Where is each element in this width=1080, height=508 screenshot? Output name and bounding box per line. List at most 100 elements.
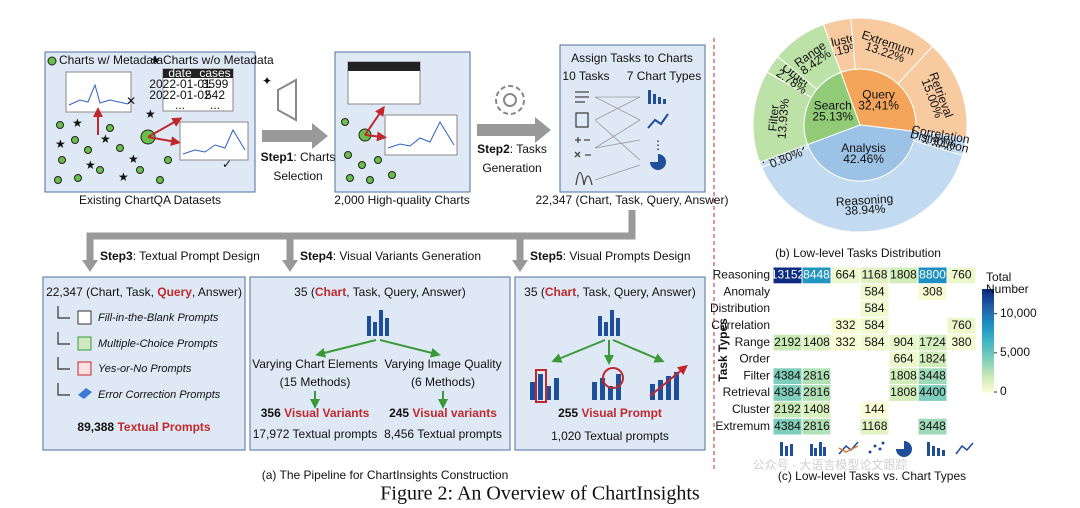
arrow: [147, 136, 181, 147]
cell-label: 3448: [919, 419, 946, 433]
colorbar-segment: [982, 373, 994, 378]
cell-label: 2816: [803, 385, 830, 399]
branch-prompts: 8,456 Textual prompts: [384, 427, 502, 441]
legend-star: ★: [150, 53, 161, 67]
cell-label: 380: [951, 335, 971, 349]
step-text: : Textual Prompt Design: [133, 249, 260, 263]
icon: [77, 336, 92, 351]
branch-title: Varying Image Quality: [384, 357, 501, 371]
colorbar-title: Number: [986, 282, 1029, 296]
colorbar-segment: [982, 350, 994, 354]
row-label: Reasoning: [713, 268, 770, 282]
colorbar-segment: [982, 389, 994, 393]
icon: [77, 310, 92, 325]
cell-label: 4400: [919, 385, 946, 399]
highlight: [535, 369, 547, 403]
colorbar-segment: [982, 337, 994, 341]
th: date: [168, 66, 192, 80]
chart-type-icons: [780, 441, 974, 457]
colorbar-segment: [982, 345, 994, 349]
cell-label: 144: [864, 402, 884, 416]
check: ✓: [222, 157, 232, 171]
colorbar-segment: [982, 368, 994, 372]
panel-subtitle: 7 Chart Types: [627, 69, 701, 83]
svg-text:★: ★: [145, 107, 156, 121]
branch-title: Varying Chart Elements: [252, 357, 378, 371]
td: 3599: [202, 77, 229, 91]
header-part: Query: [157, 285, 192, 299]
arrow: [315, 339, 377, 358]
colorbar-title: Total: [986, 270, 1011, 284]
panel-bg: [249, 276, 511, 451]
heatmap-cell: [946, 266, 977, 285]
colorbar-segment: [982, 299, 994, 303]
assign-panel: Assign Tasks to Charts 10 Tasks 7 Chart …: [536, 44, 728, 207]
colorbar-segment: [982, 384, 994, 388]
result-part: 356: [261, 406, 284, 420]
variants-panel: 35 (Chart, Task, Query, Answer) Varying …: [249, 276, 511, 451]
watermark: 公众号 · 大语言模型论文跟踪: [753, 457, 908, 472]
panel-bg: [514, 276, 706, 451]
colorbar-segment: [982, 319, 994, 323]
result-part: Visual variants: [412, 406, 497, 420]
thumb: [179, 121, 249, 161]
colorbar-tick-label: 0: [1000, 384, 1007, 398]
list-arrows: [57, 306, 70, 396]
cell-label: 760: [951, 268, 971, 282]
icon: [78, 388, 92, 399]
svg-text:★: ★: [100, 132, 111, 146]
icon: [77, 361, 92, 376]
panel-header: 35 (Chart, Task, Query, Answer): [294, 285, 466, 299]
colorbar-segment: [982, 312, 994, 316]
svg-text:★: ★: [118, 170, 129, 184]
header-part: Chart: [545, 285, 576, 299]
connector: [86, 210, 636, 262]
step-label: Step4: Visual Variants Generation: [300, 249, 481, 263]
step-arrow: [477, 117, 551, 143]
chart-icon: [367, 310, 389, 336]
colorbar-segment: [982, 335, 994, 339]
cell-label: 4384: [774, 419, 801, 433]
sunburst-outer: [761, 140, 964, 233]
colorbar-segment: [982, 363, 994, 367]
task-icons: [574, 91, 593, 186]
step-label: Step1: Charts: [261, 150, 336, 164]
row-label: Filter: [743, 368, 770, 382]
heatmap-cell: [917, 417, 948, 436]
colorbar-segment: [982, 332, 994, 336]
panel-caption: 2,000 High-quality Charts: [334, 193, 469, 207]
cell-label: 584: [864, 284, 884, 298]
cross: ✕: [126, 94, 136, 108]
sunburst-value: 42.46%: [843, 152, 884, 166]
scatter-dots: [341, 118, 396, 184]
header-part: , Task, Query, Answer): [576, 285, 696, 299]
row-label: Retrieval: [723, 385, 770, 399]
subfigure-caption: (c) Low-level Tasks vs. Chart Types: [778, 469, 966, 483]
cell-label: 4384: [774, 368, 801, 382]
selected-panel: 2,000 High-quality Charts: [334, 51, 471, 207]
prompt-type: Multiple-Choice Prompts: [98, 338, 218, 350]
colorbar-segment: [982, 361, 994, 365]
figure-caption: Figure 2: An Overview of ChartInsights: [380, 483, 700, 505]
branch-methods: (15 Methods): [280, 375, 351, 389]
step-label: Step2: Tasks: [477, 142, 547, 156]
cell-label: 584: [864, 335, 884, 349]
header-part: , Task, Query, Answer): [346, 285, 466, 299]
panel-bg: [559, 44, 706, 193]
cell-label: 332: [835, 335, 855, 349]
svg-text:★: ★: [85, 158, 96, 172]
sunburst-value: 38.94%: [844, 202, 886, 218]
thumb: [384, 114, 458, 156]
row-label: Range: [735, 335, 771, 349]
colorbar-segment: [982, 348, 994, 352]
cell-label: 2192: [774, 335, 801, 349]
result-part: 255: [558, 406, 581, 420]
panel-title: Assign Tasks to Charts: [571, 51, 693, 65]
cell-label: 664: [835, 268, 855, 282]
prompt-type: Fill-in-the-Blank Prompts: [98, 312, 219, 324]
th: cases: [199, 66, 230, 80]
colorbar-segment: [982, 327, 994, 331]
header-part: Chart: [315, 285, 346, 299]
